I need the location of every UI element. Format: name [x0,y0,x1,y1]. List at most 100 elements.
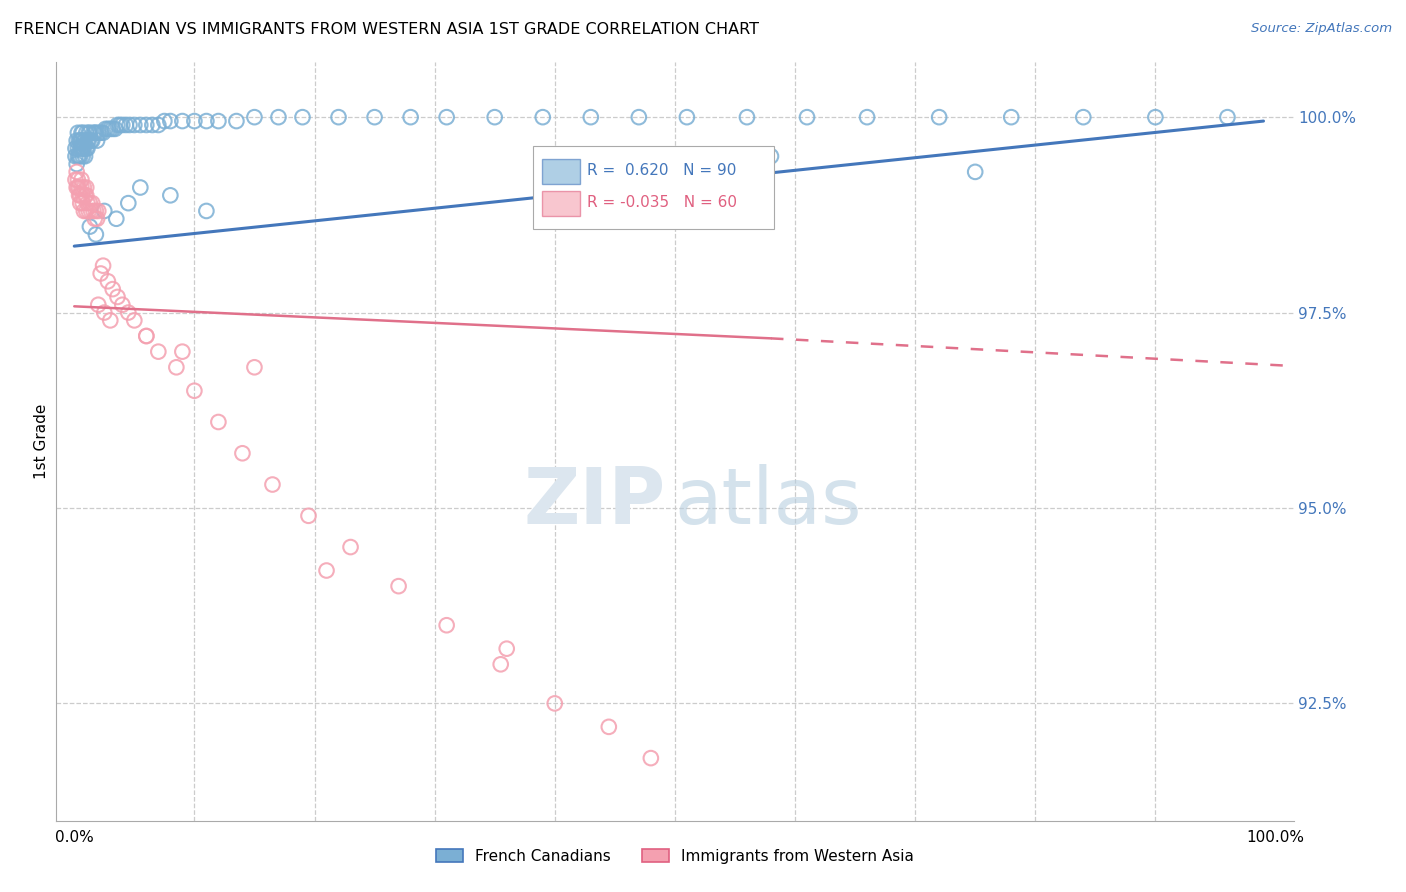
Point [97,274,120,288]
Point [115,118,138,132]
Point [965,165,987,179]
Point [399,110,422,124]
Point [82,203,104,218]
Point [129,118,152,132]
Point [627,110,650,124]
Point [141,118,163,132]
Point [66,165,89,179]
Point [76,196,98,211]
Bar [543,160,579,184]
Point [76,134,98,148]
Point [72,141,94,155]
Point [83,211,105,226]
Point [84,227,107,242]
Point [495,641,517,656]
Point [363,110,385,124]
Legend: French Canadians, Immigrants from Western Asia: French Canadians, Immigrants from Wester… [429,843,921,870]
Point [676,110,699,124]
Point [90,267,112,281]
Point [94,121,117,136]
Point [67,188,90,202]
Point [207,415,229,429]
Point [75,188,97,202]
Point [66,157,89,171]
Point [73,134,96,148]
Point [79,126,101,140]
Point [183,384,205,398]
Point [124,118,146,132]
Point [928,110,950,124]
Point [75,141,97,155]
Point [66,180,89,194]
Bar [543,191,579,216]
Point [159,114,181,128]
Point [70,172,93,186]
Point [124,313,146,327]
Point [93,203,115,218]
Point [75,149,97,163]
Point [65,172,87,186]
Point [135,329,157,343]
Point [107,290,129,304]
Point [69,149,91,163]
Point [315,564,337,578]
Point [66,141,89,155]
Point [796,110,818,124]
Point [70,141,93,155]
Point [91,259,114,273]
Point [101,282,124,296]
Point [69,196,91,211]
Point [72,188,94,202]
Point [87,126,110,140]
Point [75,188,97,202]
Point [231,446,253,460]
Point [243,360,266,375]
Point [243,110,266,124]
Point [105,211,128,226]
Point [79,219,101,234]
Point [165,360,187,375]
Point [75,134,97,148]
Point [267,110,290,124]
Point [69,134,91,148]
Point [484,110,506,124]
Point [104,121,127,136]
Point [195,114,218,128]
Point [111,118,134,132]
Point [436,110,458,124]
Point [436,618,458,632]
Point [90,126,112,140]
Point [82,134,104,148]
Text: R = -0.035   N = 60: R = -0.035 N = 60 [588,195,737,211]
Point [73,203,96,218]
Point [172,344,194,359]
Point [148,118,170,132]
Point [76,141,98,155]
Point [97,121,120,136]
Point [72,126,94,140]
FancyBboxPatch shape [533,145,773,229]
Point [66,149,89,163]
Point [86,211,108,226]
Point [82,196,104,211]
Text: ZIP: ZIP [523,464,665,541]
Text: atlas: atlas [673,464,862,541]
Point [117,196,139,211]
Point [80,134,103,148]
Point [75,180,97,194]
Point [77,203,100,218]
Point [83,126,105,140]
Point [735,110,758,124]
Point [339,540,361,554]
Point [65,149,87,163]
Point [759,149,782,163]
Point [66,180,89,194]
Point [207,114,229,128]
Point [111,298,134,312]
Point [291,110,314,124]
Point [1071,110,1094,124]
Point [87,298,110,312]
Point [101,121,124,136]
Point [544,697,567,711]
Point [117,305,139,319]
